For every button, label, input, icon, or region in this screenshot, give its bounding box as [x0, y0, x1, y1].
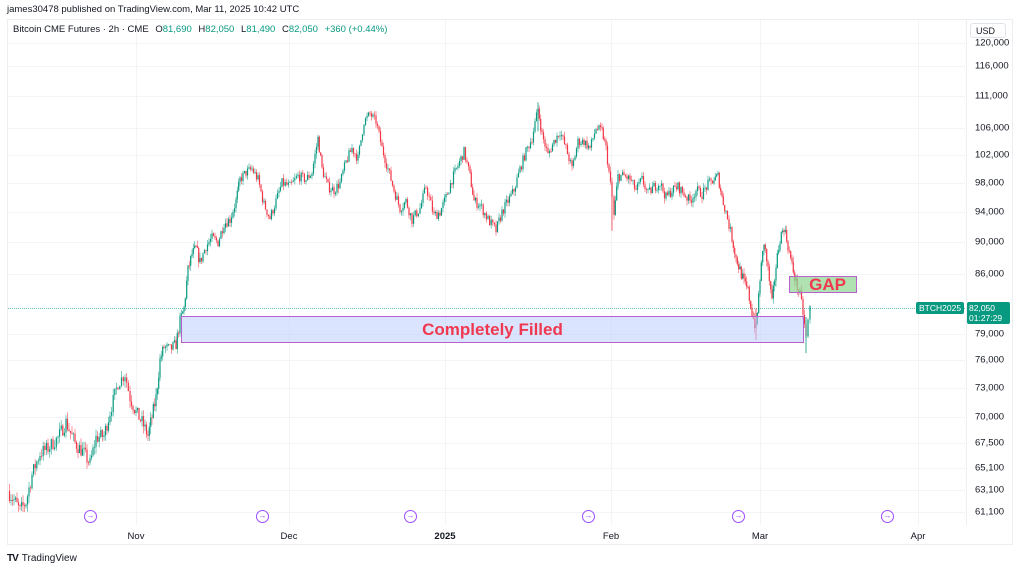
price-tick: 111,000 — [975, 90, 1008, 102]
grid-line-vertical — [289, 20, 290, 525]
grid-line-horizontal — [8, 512, 965, 513]
grid-line-horizontal — [8, 360, 965, 361]
close-value: 82,050 — [288, 24, 318, 35]
event-marker-icon[interactable]: → — [732, 510, 745, 523]
grid-line-horizontal — [8, 183, 965, 184]
price-tick: 120,000 — [975, 37, 1010, 49]
footer-brand: TradingView — [21, 553, 77, 564]
price-tick: 86,000 — [975, 268, 1005, 280]
open-label: O — [155, 24, 163, 35]
price-tick: 94,000 — [975, 206, 1005, 218]
chart-legend: Bitcoin CME Futures · 2h · CME O81,690 H… — [13, 24, 387, 35]
price-tick: 102,000 — [975, 149, 1010, 161]
grid-line-horizontal — [8, 443, 965, 444]
grid-line-horizontal — [8, 490, 965, 491]
grid-line-horizontal — [8, 242, 965, 243]
high-label: H — [198, 24, 206, 35]
currency-selector[interactable]: USD — [970, 23, 1006, 38]
price-tick: 70,000 — [975, 411, 1005, 423]
price-tick: 79,000 — [975, 328, 1005, 340]
open-value: 81,690 — [162, 24, 192, 35]
candlestick-series — [8, 102, 811, 512]
footer: TV TradingView — [7, 553, 77, 564]
price-tick: 63,100 — [975, 484, 1005, 496]
high-value: 82,050 — [205, 24, 235, 35]
grid-line-vertical — [918, 20, 919, 525]
price-tick: 98,000 — [975, 177, 1005, 189]
low-label: L — [240, 24, 247, 35]
time-label: Feb — [602, 531, 620, 542]
time-label: Dec — [280, 531, 298, 542]
last-price-line — [8, 308, 965, 309]
grid-line-vertical — [445, 20, 446, 525]
bar-countdown: 01:27:29 — [969, 313, 1003, 323]
grid-line-vertical — [611, 20, 612, 525]
time-label: 2025 — [434, 531, 456, 542]
low-value: 81,490 — [246, 24, 276, 35]
symbol-price-tag: BTCH2025 — [916, 302, 965, 314]
grid-line-horizontal — [8, 155, 965, 156]
event-marker-icon[interactable]: → — [881, 510, 894, 523]
published-info: james30478 published on TradingView.com,… — [7, 4, 300, 15]
last-price-value: 82,050 — [969, 303, 995, 313]
grid-line-horizontal — [8, 274, 965, 275]
grid-line-horizontal — [8, 66, 965, 67]
filled-gap-rectangle[interactable]: Completely Filled — [181, 316, 804, 343]
time-label: Apr — [910, 531, 926, 542]
grid-line-horizontal — [8, 96, 965, 97]
price-tick: 61,100 — [975, 506, 1005, 518]
price-tick: 73,000 — [975, 382, 1005, 394]
grid-line-horizontal — [8, 43, 965, 44]
time-label: Mar — [751, 531, 769, 542]
price-tick: 106,000 — [975, 122, 1010, 134]
price-tick: 67,500 — [975, 437, 1005, 449]
tradingview-logo-icon: TV — [7, 553, 19, 564]
event-marker-icon[interactable]: → — [404, 510, 417, 523]
event-marker-icon[interactable]: → — [256, 510, 269, 523]
price-tick: 76,000 — [975, 354, 1005, 366]
plot-area[interactable] — [8, 20, 965, 525]
time-label: Nov — [127, 531, 145, 542]
symbol-title[interactable]: Bitcoin CME Futures · 2h · CME — [13, 24, 149, 35]
event-marker-icon[interactable]: → — [582, 510, 595, 523]
chart-frame — [7, 19, 1013, 545]
event-marker-icon[interactable]: → — [84, 510, 97, 523]
price-tick: 65,100 — [975, 462, 1005, 474]
gap-label: GAP — [809, 274, 846, 294]
price-tick: 90,000 — [975, 236, 1005, 248]
filled-gap-label: Completely Filled — [422, 319, 563, 339]
price-tick: 116,000 — [975, 60, 1009, 72]
grid-line-horizontal — [8, 388, 965, 389]
gap-rectangle[interactable]: GAP — [789, 274, 857, 294]
close-label: C — [281, 24, 289, 35]
last-price-tag: 82,050 01:27:29 — [967, 302, 1010, 324]
grid-line-horizontal — [8, 417, 965, 418]
price-axis[interactable]: 120,000 116,000 111,000 106,000 102,000 98,00… — [966, 20, 1013, 525]
grid-line-horizontal — [8, 128, 965, 129]
grid-line-horizontal — [8, 468, 965, 469]
grid-line-vertical — [760, 20, 761, 525]
change-value: +360 (+0.44%) — [324, 24, 388, 35]
grid-line-vertical — [136, 20, 137, 525]
time-axis[interactable]: Nov Dec 2025 Feb Mar Apr — [8, 525, 965, 545]
